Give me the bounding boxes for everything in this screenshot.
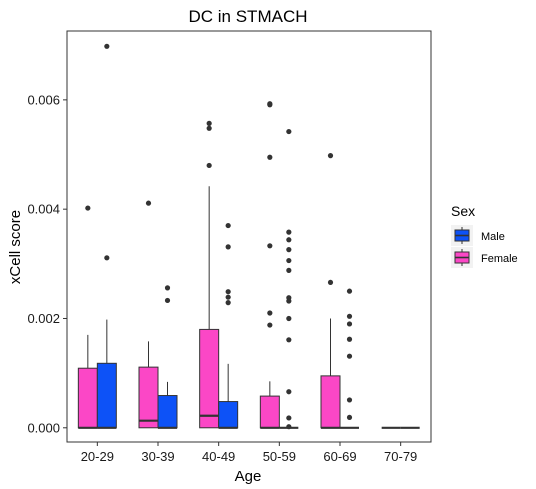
legend-label: Female: [481, 253, 518, 265]
outlier-point: [327, 279, 334, 286]
outlier-point: [145, 200, 152, 206]
x-tick-label: 40-49: [202, 449, 235, 464]
box-body: [96, 362, 117, 429]
outlier-point: [104, 43, 110, 49]
outlier-point: [346, 353, 353, 359]
outlier-point: [286, 337, 292, 343]
outlier-point: [286, 415, 292, 421]
plot-panel: [66, 30, 432, 443]
outlier-point: [286, 257, 292, 264]
legend-entry-female: Female: [451, 247, 518, 268]
box-male-60-69: [340, 288, 359, 429]
outlier-point: [267, 322, 273, 328]
outlier-point: [225, 244, 231, 250]
outlier-point: [104, 255, 110, 261]
outlier-point: [225, 289, 231, 295]
box-body: [218, 401, 239, 429]
outlier-point: [286, 128, 292, 135]
box-body: [320, 375, 341, 429]
legend-title: Sex: [451, 203, 475, 219]
x-tick-label: 50-59: [263, 449, 296, 464]
outlier-point: [225, 222, 231, 229]
outlier-point: [225, 300, 231, 306]
box-body: [199, 328, 220, 429]
box-female-20-29: [77, 205, 98, 429]
box-female-50-59: [259, 101, 280, 429]
y-tick-label: 0.000: [27, 420, 60, 435]
outlier-point: [286, 315, 292, 322]
box-female-60-69: [320, 153, 341, 429]
box-body: [157, 395, 178, 429]
y-axis-title: xCell score: [7, 210, 24, 284]
y-tick-label: 0.006: [27, 92, 60, 107]
y-tick-label: 0.002: [27, 311, 60, 326]
x-tick-label: 60-69: [323, 449, 356, 464]
legend-label: Male: [481, 231, 505, 243]
outlier-point: [206, 162, 212, 169]
outlier-point: [164, 297, 171, 304]
x-tick-label: 70-79: [384, 449, 417, 464]
chart-title: DC in STMACH: [188, 7, 307, 26]
x-axis: 20-29 30-39 40-49 50-59 60-69 70-79: [81, 442, 417, 464]
outlier-point: [346, 397, 353, 403]
box-male-20-29: [96, 43, 117, 429]
outlier-point: [327, 153, 334, 159]
outlier-point: [286, 267, 292, 273]
outlier-point: [346, 321, 353, 327]
outlier-point: [286, 237, 292, 243]
box-male-40-49: [218, 222, 239, 429]
outlier-point: [164, 285, 171, 291]
outlier-point: [206, 120, 212, 126]
box-female-40-49: [199, 120, 220, 429]
outlier-point: [206, 125, 212, 131]
legend: Sex Male Female: [451, 203, 518, 268]
y-axis: 0.000 0.002 0.004 0.006: [27, 92, 67, 435]
outlier-point: [286, 389, 292, 395]
outlier-point: [267, 101, 273, 107]
outlier-point: [346, 288, 353, 294]
outlier-point: [85, 205, 91, 211]
outlier-point: [346, 414, 353, 421]
outlier-point: [267, 154, 273, 160]
x-tick-label: 30-39: [141, 449, 174, 464]
outlier-point: [346, 313, 353, 319]
box-male-30-39: [157, 285, 178, 429]
box-body: [259, 395, 280, 429]
y-tick-label: 0.004: [27, 202, 60, 217]
outlier-point: [225, 294, 231, 300]
outlier-point: [286, 295, 292, 301]
x-tick-label: 20-29: [81, 449, 114, 464]
outlier-point: [286, 424, 292, 430]
outlier-point: [286, 229, 292, 235]
box-female-30-39: [138, 200, 159, 429]
outlier-point: [346, 336, 353, 342]
box-body: [138, 366, 159, 429]
x-axis-title: Age: [235, 468, 262, 485]
box-male-50-59: [279, 128, 299, 430]
outlier-point: [267, 243, 273, 249]
box-body: [77, 367, 98, 429]
outlier-point: [286, 247, 292, 253]
box-layer: [77, 43, 420, 430]
legend-entry-male: Male: [451, 225, 505, 246]
outlier-point: [267, 310, 273, 316]
